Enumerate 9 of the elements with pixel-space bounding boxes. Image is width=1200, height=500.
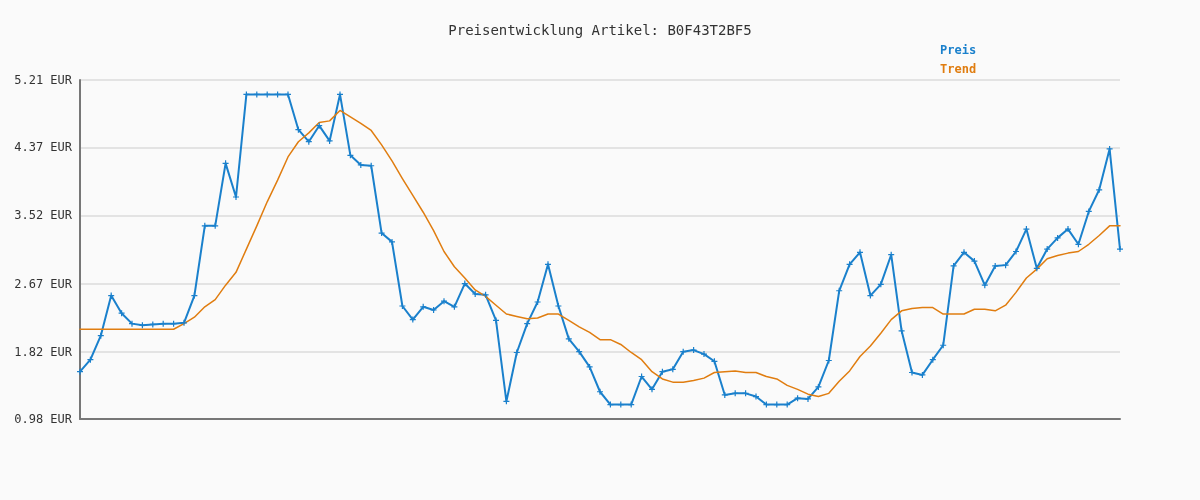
y-tick-label: 0.98 EUR (14, 412, 73, 426)
text: Preis (940, 43, 977, 57)
y-tick-label: 3.52 EUR (14, 208, 73, 223)
chart-title: Preisentwicklung Artikel: B0F43T2BF5 (448, 22, 752, 38)
y-tick-label: 4.37 EUR (14, 140, 73, 155)
y-tick-label: 2.67 EUR (14, 276, 73, 291)
y-tick-label: 5.21 EUR (14, 73, 73, 87)
text: Trend (940, 62, 977, 76)
y-tick-label: 1.82 EUR (14, 344, 73, 359)
